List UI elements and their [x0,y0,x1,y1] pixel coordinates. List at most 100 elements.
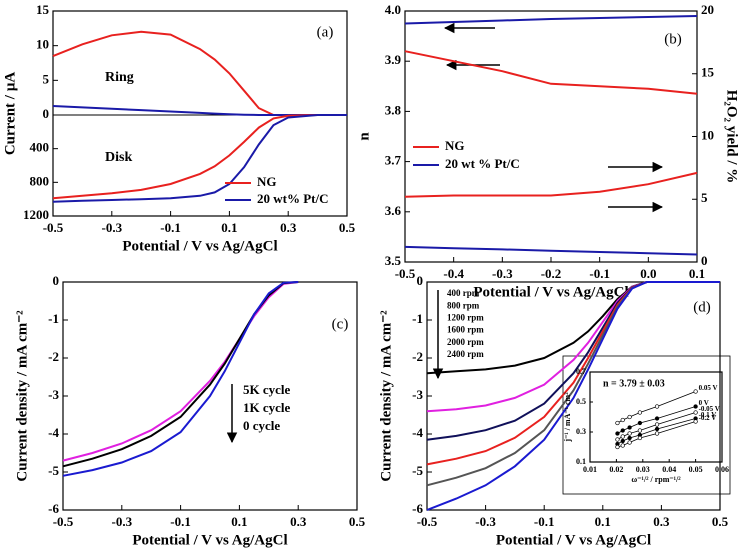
annotation-arrows [226,22,664,444]
series-line [404,50,698,95]
x-tick-label: -0.3 [102,220,123,235]
series-name: -0.2 V [699,414,717,422]
y-tick-label: 0.7 [576,367,586,376]
x-tick-label: 0.5 [349,514,366,529]
data-point [693,389,698,394]
y-tick-label: 10 [36,37,49,52]
y-tick-label: -2 [412,349,423,364]
x-tick-label: -0.1 [170,514,191,529]
y-tick-label: -3 [48,387,59,402]
y-tick-label: 0 [53,273,60,288]
x-tick-label: 0.3 [280,220,297,235]
x-tick-label: 0.3 [290,514,307,529]
legend-label: 1200 rpm [447,312,484,322]
panel-label: (a) [317,24,334,40]
data-point [637,428,643,433]
y2-tick-label: 5 [701,190,708,205]
series-line [62,281,299,462]
y-tick-label: 3.5 [385,253,402,268]
legend-label: 20 wt % Pt/C [445,156,520,171]
plot-frame [52,10,348,217]
series-line [404,15,698,25]
y-tick-label: -2 [48,349,59,364]
series-line [426,281,720,511]
y-tick-label: 0.1 [576,457,586,466]
y-tick-label: 3.9 [385,52,402,67]
legend-label: 2400 rpm [447,349,484,359]
panel-label: (b) [664,31,682,47]
x-tick-label: -0.4 [443,266,464,281]
series-line [52,105,347,116]
data-point [637,420,643,426]
legend-label: 2000 rpm [447,337,484,347]
y-axis-label: Current / µA [2,72,18,156]
y-axis-label: Current density / mA cm⁻² [14,310,30,482]
data-point [627,414,632,420]
data-point [654,431,660,436]
data-point [627,435,632,441]
annotation: Disk [105,150,132,165]
data-point [615,437,620,442]
y-tick-label: -1 [412,311,423,326]
y-tick-label: 0.5 [576,397,586,406]
x-tick-label: -0.3 [492,266,513,281]
x-tick-label: -0.5 [417,514,438,529]
y2-tick-label: 0 [701,253,708,268]
x-tick-label: 0.06 [715,465,729,474]
x-axis-label: Potential / V vs Ag/AgCl [496,532,651,548]
y-axis-label: Current density / mA cm⁻² [378,310,394,482]
legend-label: 5K cycle [243,382,291,397]
y2-tick-label: 800 [30,173,50,188]
y-tick-label: 0.3 [576,427,586,436]
data-point [654,404,660,409]
y-tick-label: 5 [43,71,50,86]
y-tick-label: -4 [412,425,423,440]
y2-tick-label: 15 [701,65,715,80]
y-tick-label: -6 [412,501,423,516]
data-point [615,420,620,426]
annotation: Ring [105,70,134,85]
x-tick-label: -0.2 [541,266,562,281]
series-line [404,171,698,198]
x-tick-label: 0.04 [662,465,676,474]
x-tick-label: 0.1 [221,220,237,235]
x-tick-label: 0.5 [339,220,356,235]
data-point [637,410,643,415]
plot-frame [404,10,698,263]
panel-label: (d) [693,299,711,315]
x-tick-label: 0.3 [653,514,670,529]
y2-tick-label: 400 [30,140,50,155]
x-tick-label: -0.3 [112,514,133,529]
x-tick-label: 0.02 [609,465,623,474]
x-tick-label: 0.1 [595,514,611,529]
data-point [693,419,698,424]
series-line [52,30,347,116]
y-tick-label: 4.0 [385,2,401,17]
x-axis-label: Potential / V vs Ag/AgCl [132,532,287,548]
y-tick-label: 3.7 [385,153,402,168]
series-line [52,114,347,200]
y2-axis-label: H₂O₂ yield / % [724,90,740,184]
y-tick-label: -4 [48,425,59,440]
data-point [637,435,643,441]
y-tick-label: 3.8 [385,102,402,117]
y-tick-label: 0 [43,106,50,121]
x-axis-label: Potential / V vs Ag/AgCl [473,284,628,300]
series-line [62,281,299,468]
x-tick-label: -0.1 [589,266,610,281]
y-tick-label: -5 [412,463,423,478]
y-axis-label: n [356,132,372,141]
legend-label: NG [445,138,465,153]
data-point [654,416,660,421]
data-point [620,428,625,433]
legend-label: 20 wt% Pt/C [257,191,329,206]
y2-tick-label: 1200 [23,207,49,222]
series-name: -0.1 V [699,411,717,419]
x-tick-label: 0.1 [231,514,247,529]
x-tick-label: -0.5 [395,266,416,281]
x-tick-label: 0.05 [689,465,703,474]
panel-label: (c) [332,316,349,332]
y-tick-label: -1 [48,311,59,326]
x-tick-label: -0.5 [43,220,64,235]
